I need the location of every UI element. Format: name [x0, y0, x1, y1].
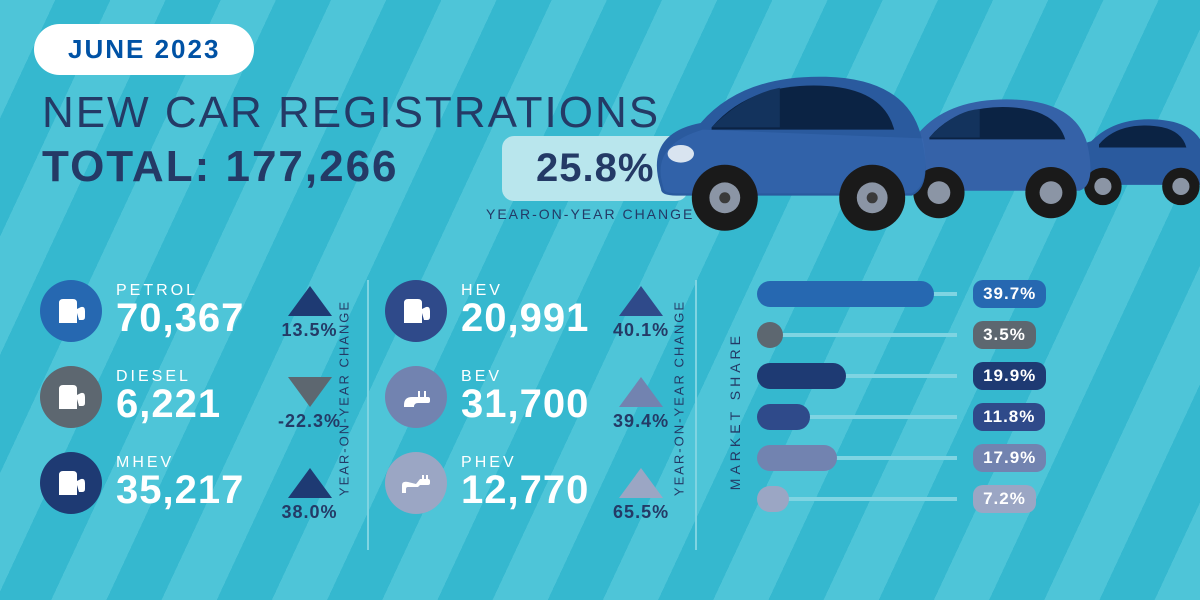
market-share-row: 3.5%: [757, 321, 1046, 349]
plug-icon: [385, 366, 447, 428]
pump-icon: [40, 452, 102, 514]
bar-track: [757, 404, 957, 430]
divider: [367, 280, 369, 550]
market-share-value: 3.5%: [973, 321, 1036, 349]
bar-fill: [757, 281, 933, 307]
arrow-up-icon: [286, 284, 334, 318]
yoy-value: -22.3%: [278, 411, 341, 432]
yoy-column-label: YEAR-ON-YEAR CHANGE: [337, 299, 352, 495]
yoy-item: 40.1%: [613, 284, 669, 341]
cars-illustration: [650, 50, 1200, 240]
arrow-up-icon: [617, 375, 665, 409]
page-title: NEW CAR REGISTRATIONS: [42, 88, 660, 138]
fuel-row-hev: HEV 20,991: [385, 280, 585, 342]
market-share-value: 7.2%: [973, 485, 1036, 513]
total-value: 177,266: [225, 142, 398, 191]
total-line: TOTAL: 177,266: [42, 142, 399, 192]
fuel-column-1: PETROL 70,367 DIESEL 6,221 MHEV: [40, 272, 250, 514]
bar-fill: [757, 486, 789, 512]
pump-icon: [385, 280, 447, 342]
arrow-down-icon: [286, 375, 334, 409]
market-share-row: 11.8%: [757, 403, 1046, 431]
yoy-value: 39.4%: [613, 411, 669, 432]
yoy-value: 38.0%: [282, 502, 338, 523]
yoy-column-2: YEAR-ON-YEAR CHANGE 40.1% 39.4% 65.5%: [585, 272, 679, 523]
bar-track-line: [771, 497, 957, 501]
fuel-row-bev: BEV 31,700: [385, 366, 585, 428]
arrow-up-icon: [286, 466, 334, 500]
fuel-value: 12,770: [461, 468, 589, 513]
date-pill: JUNE 2023: [34, 24, 254, 75]
fuel-column-2: HEV 20,991 BEV 31,700 PHEV 1: [385, 272, 585, 514]
yoy-item: 13.5%: [282, 284, 338, 341]
yoy-item: 38.0%: [282, 466, 338, 523]
market-share-value: 11.8%: [973, 403, 1045, 431]
market-share-value: 17.9%: [973, 444, 1046, 472]
bar-fill: [757, 445, 837, 471]
bar-track: [757, 363, 957, 389]
divider: [695, 280, 697, 550]
yoy-item: -22.3%: [278, 375, 341, 432]
market-share-row: 39.7%: [757, 280, 1046, 308]
yoy-column-1: YEAR-ON-YEAR CHANGE 13.5% -22.3% 38.0%: [250, 272, 351, 523]
market-share-title: MARKET SHARE: [727, 272, 743, 490]
total-label: TOTAL:: [42, 142, 211, 191]
bar-track: [757, 445, 957, 471]
market-share-value: 19.9%: [973, 362, 1046, 390]
bar-fill: [757, 363, 845, 389]
yoy-item: 65.5%: [613, 466, 669, 523]
fuel-value: 35,217: [116, 468, 244, 513]
bar-track: [757, 281, 957, 307]
fuel-row-mhev: MHEV 35,217: [40, 452, 250, 514]
pump-icon: [40, 366, 102, 428]
pump-icon: [40, 280, 102, 342]
hand-plug-icon: [385, 452, 447, 514]
fuel-value: 6,221: [116, 382, 221, 427]
bar-track: [757, 322, 957, 348]
arrow-up-icon: [617, 284, 665, 318]
fuel-row-diesel: DIESEL 6,221: [40, 366, 250, 428]
market-share-bars: 39.7% 3.5% 19.9% 11.8% 17.9% 7.2%: [757, 272, 1046, 513]
bar-track: [757, 486, 957, 512]
fuel-value: 20,991: [461, 296, 589, 341]
fuel-value: 31,700: [461, 382, 589, 427]
bar-fill: [757, 404, 809, 430]
yoy-column-label: YEAR-ON-YEAR CHANGE: [672, 299, 687, 495]
fuel-row-petrol: PETROL 70,367: [40, 280, 250, 342]
market-share-column: MARKET SHARE 39.7% 3.5% 19.9% 11.8% 17.9% 7.2…: [713, 272, 1046, 513]
yoy-value: 65.5%: [613, 502, 669, 523]
yoy-value: 13.5%: [282, 320, 338, 341]
yoy-item: 39.4%: [613, 375, 669, 432]
bar-track-line: [771, 333, 957, 337]
bar-fill: [757, 322, 783, 348]
market-share-value: 39.7%: [973, 280, 1046, 308]
market-share-row: 19.9%: [757, 362, 1046, 390]
fuel-row-phev: PHEV 12,770: [385, 452, 585, 514]
market-share-row: 17.9%: [757, 444, 1046, 472]
arrow-up-icon: [617, 466, 665, 500]
market-share-row: 7.2%: [757, 485, 1046, 513]
stats-columns: PETROL 70,367 DIESEL 6,221 MHEV: [40, 272, 1046, 550]
yoy-value: 40.1%: [613, 320, 669, 341]
fuel-value: 70,367: [116, 296, 244, 341]
